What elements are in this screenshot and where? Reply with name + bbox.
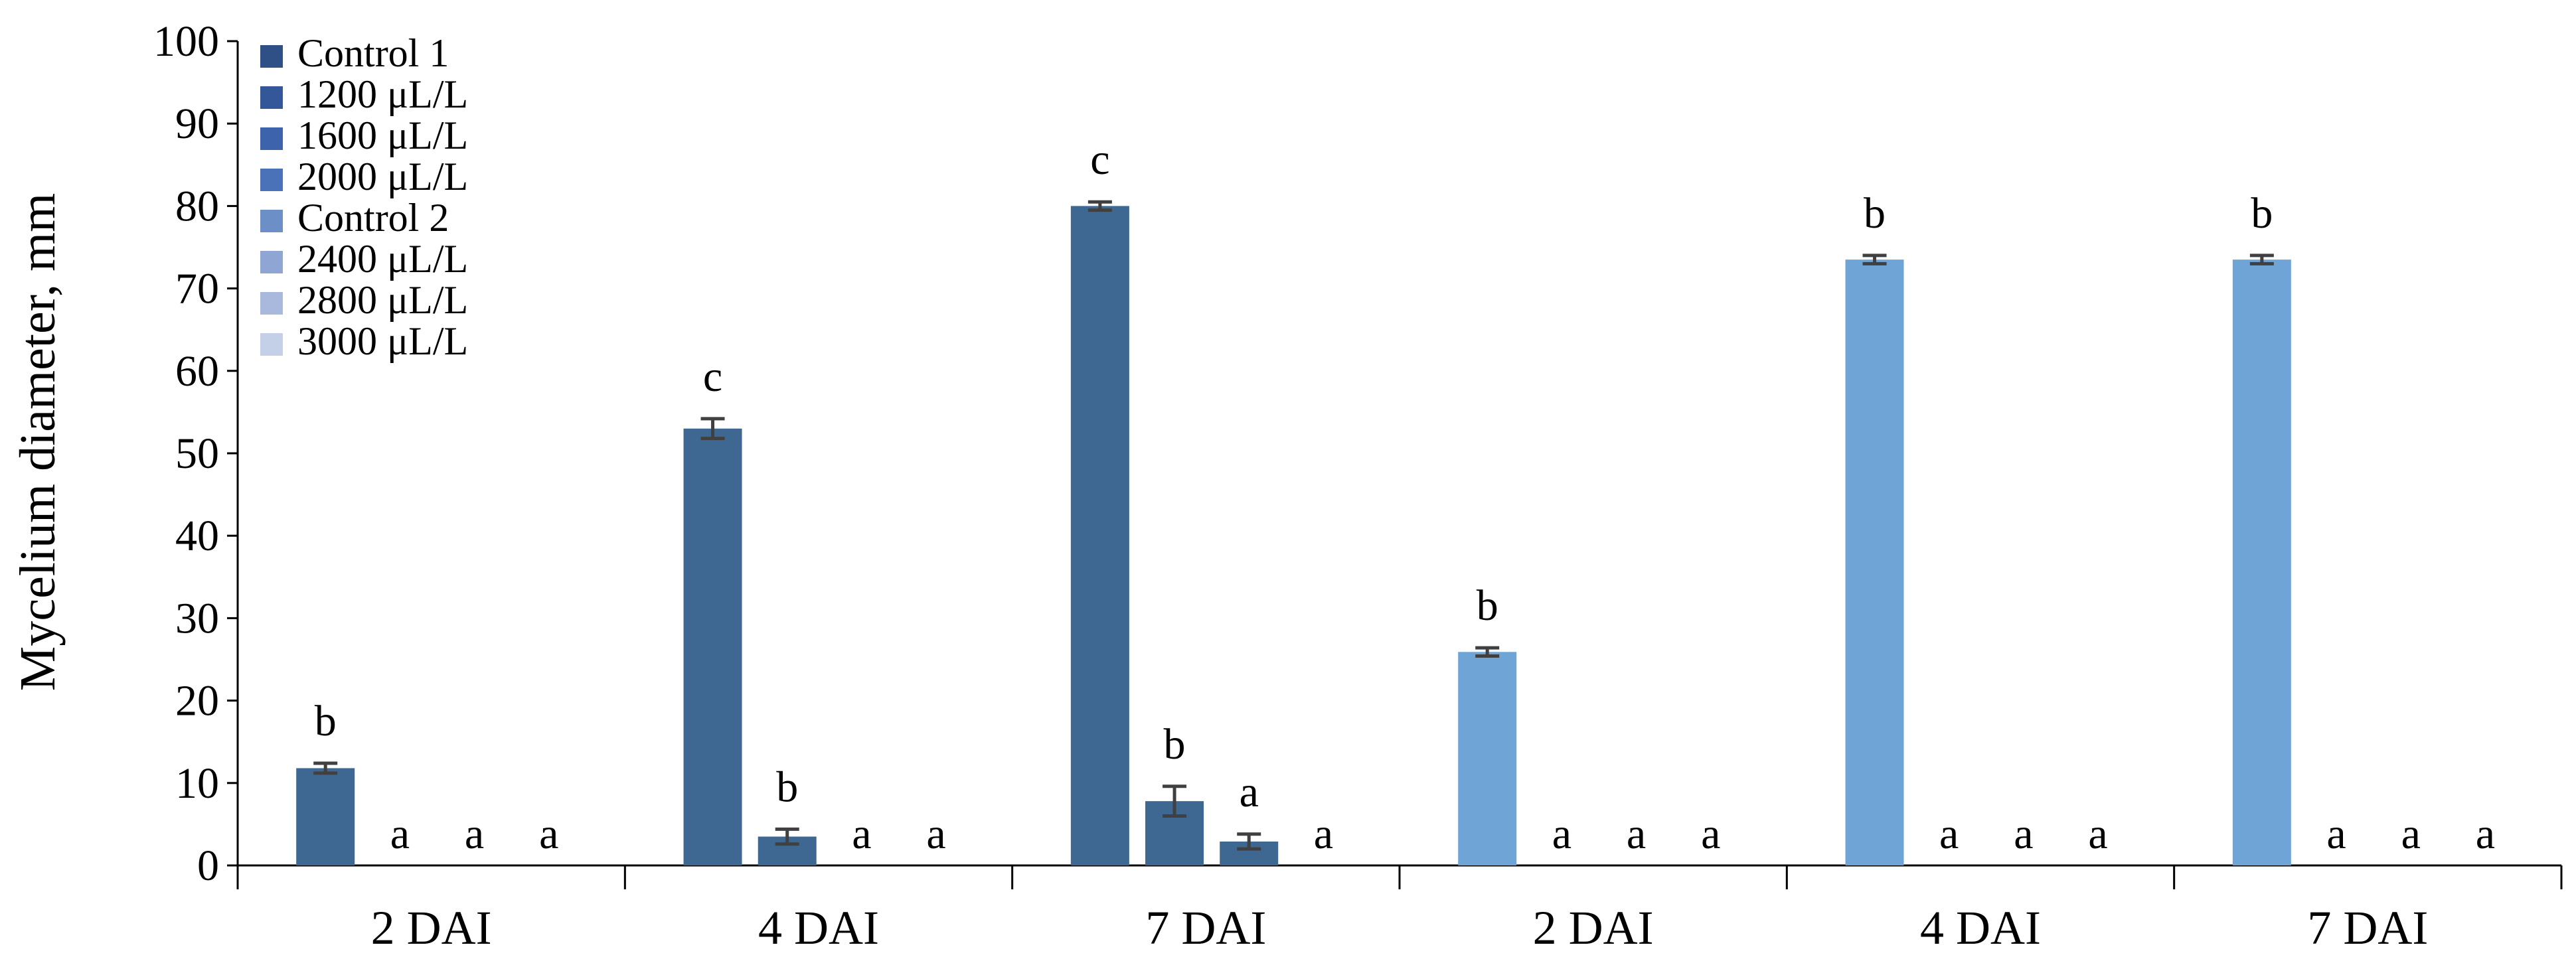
significance-letter: c — [703, 352, 722, 401]
significance-letter: b — [1477, 581, 1498, 630]
legend-swatch — [260, 45, 283, 68]
tick-labels: 0 10 20 30 40 50 60 70 80 90 100 2 DAI 4 DAI 7 DAI 2 D… — [153, 17, 2428, 954]
legend-entry-label: Control 1 — [297, 31, 449, 75]
x-category-label: 4 DAI — [758, 901, 879, 954]
significance-letter: a — [465, 810, 484, 858]
x-category-label: 2 DAI — [1533, 901, 1654, 954]
legend-swatch — [260, 251, 283, 273]
y-tick-label: 10 — [175, 759, 219, 808]
legend-swatch — [260, 333, 283, 356]
legend-swatch — [260, 169, 283, 191]
bar — [1070, 206, 1129, 865]
legend-entry-label: Control 2 — [297, 196, 449, 240]
bars — [296, 206, 2291, 865]
significance-letter: b — [1164, 720, 1186, 769]
y-tick-label: 20 — [175, 677, 219, 725]
y-axis-label: Mycelium diameter, mm — [10, 193, 66, 691]
significance-letter: a — [1240, 768, 1259, 816]
significance-letter: c — [1090, 135, 1109, 184]
significance-letter: a — [2088, 810, 2107, 858]
significance-letter: a — [2326, 810, 2346, 858]
significance-letter: b — [776, 763, 798, 811]
significance-letter: b — [315, 697, 337, 745]
y-tick-label: 50 — [175, 429, 219, 478]
x-category-label: 4 DAI — [1920, 901, 2041, 954]
y-tick-label: 60 — [175, 347, 219, 396]
legend-entry-label: 3000 μL/L — [297, 319, 468, 363]
significance-letter: a — [1552, 810, 1571, 858]
legend-swatch — [260, 292, 283, 315]
y-tick-label: 90 — [175, 100, 219, 148]
significance-letter: a — [926, 810, 945, 858]
significance-letter: a — [539, 810, 558, 858]
significance-letter: a — [1939, 810, 1959, 858]
bar — [683, 428, 742, 865]
legend-entry-label: 2000 μL/L — [297, 155, 468, 198]
error-bars — [313, 200, 2274, 851]
significance-letter: a — [852, 810, 871, 858]
significance-letter: a — [390, 810, 410, 858]
y-tick-label: 40 — [175, 512, 219, 560]
bar — [1458, 652, 1517, 865]
legend-entry-label: 2400 μL/L — [297, 237, 468, 281]
significance-letter: b — [1864, 189, 1886, 238]
significance-letter: a — [1627, 810, 1646, 858]
y-tick-label: 100 — [153, 17, 219, 66]
significance-letter: a — [2014, 810, 2033, 858]
axes — [227, 40, 2563, 889]
bar — [2232, 259, 2291, 865]
legend-entry-label: 1600 μL/L — [297, 113, 468, 157]
legend-entry-label: 2800 μL/L — [297, 278, 468, 322]
legend-swatch — [260, 86, 283, 109]
significance-letter: a — [2401, 810, 2421, 858]
significance-letter: a — [1701, 810, 1720, 858]
y-tick-label: 80 — [175, 182, 219, 230]
x-category-label: 7 DAI — [1145, 901, 1266, 954]
legend-entry-label: 1200 μL/L — [297, 72, 468, 116]
bar — [296, 768, 355, 865]
legend-swatch — [260, 210, 283, 232]
significance-letter: a — [2476, 810, 2495, 858]
y-tick-label: 30 — [175, 594, 219, 642]
legend-swatch — [260, 127, 283, 150]
significance-letter: b — [2251, 189, 2273, 238]
significance-letters: b a a a c b a a c b a a b a a a b a a a b a a a — [315, 135, 2495, 858]
y-tick-label: 70 — [175, 265, 219, 313]
bar — [1845, 259, 1904, 865]
x-category-label: 7 DAI — [2307, 901, 2428, 954]
y-tick-label: 0 — [197, 842, 219, 890]
x-category-label: 2 DAI — [371, 901, 492, 954]
significance-letter: a — [1314, 810, 1333, 858]
